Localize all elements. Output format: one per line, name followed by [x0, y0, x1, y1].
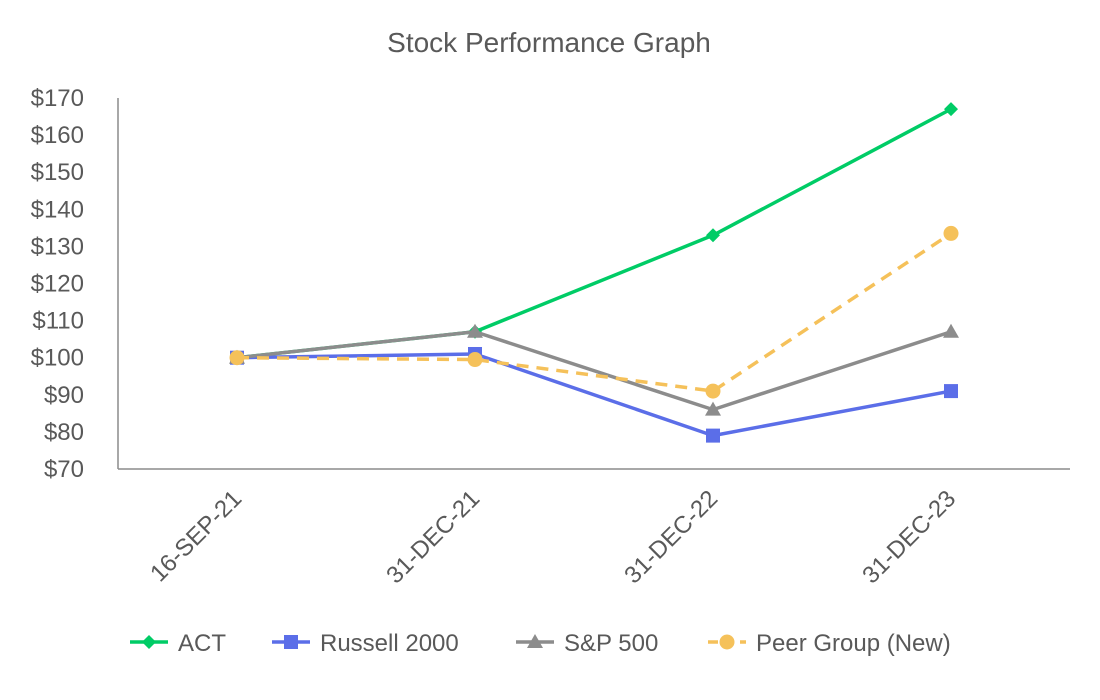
series-line: [236, 231, 952, 393]
y-tick-label: $130: [31, 233, 84, 260]
legend-item: S&P 500: [516, 630, 658, 657]
legend-marker: [527, 634, 543, 648]
legend-label: Russell 2000: [320, 630, 459, 657]
y-axis-ticks: $70 $80 $90 $100 $110 $120 $130 $140 $150 $160 $17…: [31, 85, 84, 483]
legend-item: Peer Group (New): [708, 630, 951, 657]
y-tick-label: $100: [31, 345, 84, 372]
x-tick-label: 31-DEC-22: [619, 485, 723, 589]
data-point: [944, 102, 958, 117]
data-point: [943, 225, 959, 241]
data-point: [229, 350, 245, 366]
chart-title: Stock Performance Graph: [387, 27, 711, 58]
series-line: [236, 329, 952, 412]
legend-marker: [284, 635, 298, 649]
data-point: [705, 401, 721, 416]
y-tick-label: $110: [32, 308, 84, 335]
legend-marker: [142, 635, 156, 649]
y-tick-label: $120: [31, 271, 84, 298]
axes: [117, 98, 1070, 470]
legend-marker: [719, 634, 735, 650]
x-tick-label: 16-SEP-21: [145, 485, 247, 587]
data-point: [706, 228, 720, 243]
x-tick-label: 31-DEC-21: [381, 485, 485, 589]
y-tick-label: $160: [31, 122, 84, 149]
data-point: [467, 323, 483, 338]
legend-label: S&P 500: [564, 630, 658, 657]
y-tick-label: $150: [31, 159, 84, 186]
legend-item: Russell 2000: [272, 630, 459, 657]
legend-label: Peer Group (New): [756, 630, 951, 657]
series-s-p-500: [229, 323, 959, 416]
data-point: [705, 383, 721, 399]
y-tick-label: $90: [44, 382, 84, 409]
series-line: [236, 352, 952, 438]
y-tick-label: $80: [44, 419, 84, 446]
data-point: [467, 352, 483, 368]
y-tick-label: $170: [31, 85, 84, 112]
data-point: [706, 428, 720, 443]
data-point: [944, 384, 958, 399]
series-russell-2000: [230, 346, 958, 443]
series-act: [230, 102, 958, 365]
series-group: [229, 102, 959, 443]
data-point: [943, 323, 959, 338]
series-peer-group-new: [229, 225, 959, 399]
x-axis-ticks: 16-SEP-21 31-DEC-21 31-DEC-22 31-DEC-23: [145, 485, 961, 589]
legend-item: ACT: [130, 630, 226, 657]
y-tick-label: $70: [44, 456, 84, 483]
x-tick-label: 31-DEC-23: [857, 485, 961, 589]
series-line: [236, 107, 952, 360]
legend-label: ACT: [178, 630, 226, 657]
legend: ACT Russell 2000 S&P 500 Peer Group (New): [130, 630, 951, 657]
y-tick-label: $140: [31, 196, 84, 223]
